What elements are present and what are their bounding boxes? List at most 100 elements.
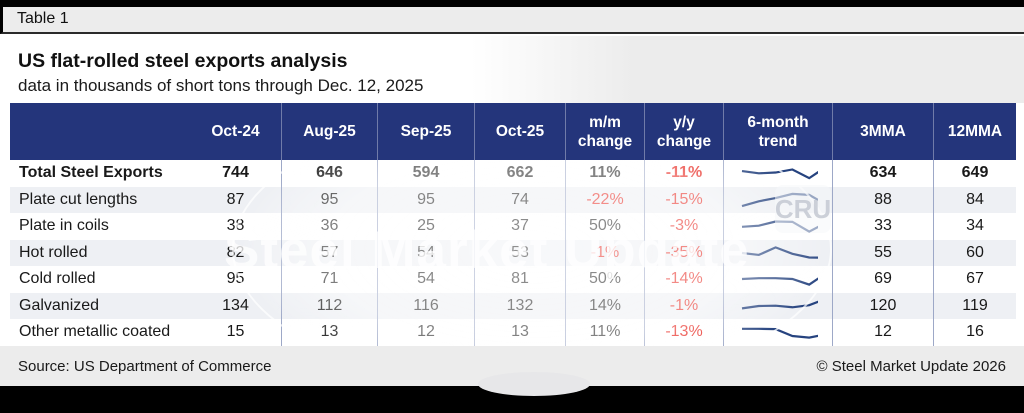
page-title: US flat-rolled steel exports analysis — [18, 50, 348, 72]
value-yy-change: -1% — [644, 292, 723, 319]
value-12mma: 16 — [933, 319, 1016, 346]
value-3mma: 69 — [832, 266, 933, 293]
value-12mma: 119 — [933, 292, 1016, 319]
value-yy-change: -14% — [644, 266, 723, 293]
header-row: Oct-24 Aug-25 Sep-25 Oct-25 m/m change y… — [10, 103, 1016, 160]
value-oct24: 82 — [226, 243, 245, 261]
trend-cell — [723, 292, 832, 319]
trend-sparkline — [741, 168, 818, 180]
value-3mma: 33 — [832, 213, 933, 240]
value-3mma: 120 — [832, 292, 933, 319]
row-label: Galvanized — [19, 296, 100, 314]
value-mm-change: -22% — [565, 186, 644, 213]
value-oct25: 132 — [474, 292, 565, 319]
value-oct25: 13 — [474, 319, 565, 346]
trend-cell — [723, 319, 832, 346]
value-sep25: 54 — [377, 239, 474, 266]
value-12mma: 84 — [933, 186, 1016, 213]
trend-cell — [723, 186, 832, 213]
data-row-total-steel-exports: Total Steel Exports 744 646 594 662 11% … — [10, 160, 1016, 187]
value-oct24: 15 — [226, 323, 245, 341]
value-12mma: 60 — [933, 239, 1016, 266]
value-yy-change: -15% — [644, 186, 723, 213]
value-aug25: 646 — [281, 160, 377, 187]
value-mm-change: 14% — [565, 292, 644, 319]
value-oct24: 38 — [226, 217, 245, 235]
bottom-black-bar — [0, 386, 1024, 413]
trend-sparkline — [741, 300, 818, 310]
title-band: US flat-rolled steel exports analysis da… — [0, 36, 1024, 103]
value-oct25: 37 — [474, 213, 565, 240]
value-sep25: 12 — [377, 319, 474, 346]
row-label: Cold rolled — [19, 270, 96, 288]
copyright-note: © Steel Market Update 2026 — [816, 358, 1007, 375]
trend-sparkline — [742, 327, 818, 339]
value-aug25: 112 — [281, 292, 377, 319]
value-aug25: 13 — [281, 319, 377, 346]
row-label: Plate in coils — [19, 217, 109, 235]
column-header-6month-trend: 6-month trend — [723, 103, 832, 160]
column-header-3mma: 3MMA — [832, 103, 933, 160]
value-12mma: 34 — [933, 213, 1016, 240]
value-oct25: 81 — [474, 266, 565, 293]
column-header-blank — [10, 103, 190, 160]
value-oct25: 662 — [474, 160, 565, 187]
trend-sparkline — [741, 277, 818, 287]
table-label: Table 1 — [17, 10, 69, 27]
row-label: Other metallic coated — [19, 323, 171, 341]
trend-sparkline — [741, 245, 818, 259]
table-label-strip: Table 1 — [0, 7, 1024, 34]
column-header-12mma: 12MMA — [933, 103, 1016, 160]
data-row-cold-rolled: Cold rolled 95 71 54 81 50% -14% 69 67 — [10, 266, 1016, 293]
row-label: Hot rolled — [19, 243, 88, 261]
column-header-sep25: Sep-25 — [377, 103, 474, 160]
value-yy-change: -35% — [644, 239, 723, 266]
value-sep25: 116 — [377, 292, 474, 319]
value-yy-change: -13% — [644, 319, 723, 346]
trend-cell — [723, 213, 832, 240]
value-mm-change: 50% — [565, 213, 644, 240]
row-label: Plate cut lengths — [19, 190, 138, 208]
trend-cell — [723, 266, 832, 293]
value-3mma: 12 — [832, 319, 933, 346]
value-12mma: 649 — [933, 160, 1016, 187]
data-row-galvanized: Galvanized 134 112 116 132 14% -1% 120 1… — [10, 292, 1016, 319]
value-yy-change: -3% — [644, 213, 723, 240]
trend-sparkline — [741, 220, 818, 234]
trend-cell — [723, 160, 832, 187]
value-mm-change: 50% — [565, 266, 644, 293]
value-3mma: 55 — [832, 239, 933, 266]
trend-cell — [723, 239, 832, 266]
value-3mma: 634 — [832, 160, 933, 187]
value-aug25: 95 — [281, 186, 377, 213]
column-header-oct24: Oct-24 — [211, 123, 260, 140]
top-black-bar — [0, 0, 1024, 7]
value-mm-change: 11% — [565, 319, 644, 346]
trend-sparkline — [741, 192, 818, 207]
data-row-hot-rolled: Hot rolled 82 57 54 53 -1% -35% 55 60 — [10, 239, 1016, 266]
value-aug25: 57 — [281, 239, 377, 266]
value-sep25: 95 — [377, 186, 474, 213]
value-3mma: 88 — [832, 186, 933, 213]
column-header-oct25: Oct-25 — [474, 103, 565, 160]
value-12mma: 67 — [933, 266, 1016, 293]
column-header-aug25: Aug-25 — [281, 103, 377, 160]
value-sep25: 25 — [377, 213, 474, 240]
page-subtitle: data in thousands of short tons through … — [18, 76, 424, 95]
column-header-mm-change: m/m change — [565, 103, 644, 160]
data-row-plate-cut-lengths: Plate cut lengths 87 95 95 74 -22% -15% … — [10, 186, 1016, 213]
value-oct25: 53 — [474, 239, 565, 266]
exports-table: Oct-24 Aug-25 Sep-25 Oct-25 m/m change y… — [10, 103, 1016, 346]
value-aug25: 71 — [281, 266, 377, 293]
value-mm-change: 11% — [565, 160, 644, 187]
value-oct24: 134 — [222, 296, 249, 314]
data-row-other-metallic-coated: Other metallic coated 15 13 12 13 11% -1… — [10, 319, 1016, 346]
row-label: Total Steel Exports — [19, 164, 163, 182]
value-sep25: 594 — [377, 160, 474, 187]
value-oct25: 74 — [474, 186, 565, 213]
value-oct24: 95 — [226, 270, 245, 288]
value-sep25: 54 — [377, 266, 474, 293]
value-oct24: 87 — [226, 190, 245, 208]
column-header-yy-change: y/y change — [644, 103, 723, 160]
